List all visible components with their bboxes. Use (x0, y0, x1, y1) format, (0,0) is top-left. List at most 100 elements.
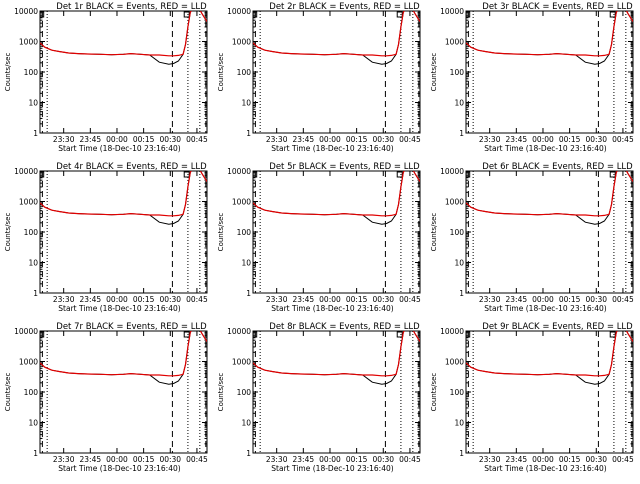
x-tick-label: 23:30 (53, 135, 75, 144)
x-tick-label: 23:45 (293, 135, 315, 144)
x-tick-label: 23:45 (506, 295, 528, 304)
x-tick-label: 00:15 (559, 135, 581, 144)
x-tick-label: 23:45 (80, 295, 102, 304)
y-tick-label: 10000 (14, 327, 38, 336)
y-tick-label: 100 (24, 68, 39, 77)
plot-frame (465, 330, 634, 454)
plot-frame (39, 10, 208, 134)
marker-box (253, 171, 258, 178)
y-tick-label: 10 (454, 259, 464, 268)
x-tick-label: 00:30 (585, 455, 607, 464)
x-axis-label: Start Time (18-Dec-10 23:16:40) (484, 304, 606, 313)
y-tick-label: 100 (237, 228, 252, 237)
y-tick-label: 1000 (232, 38, 251, 47)
chart-panel-3: Det 3r BLACK = Events, RED = LLD 1 10 100 10… (430, 2, 634, 153)
events-series-line (253, 331, 420, 385)
y-axis-label: Counts/sec (4, 53, 12, 92)
x-tick-label: 00:15 (346, 135, 368, 144)
y-tick-label: 1000 (445, 358, 464, 367)
y-tick-label: 1 (33, 449, 38, 458)
x-tick-label: 00:30 (585, 135, 607, 144)
y-tick-label: 10000 (227, 327, 251, 336)
marker-box (183, 331, 190, 338)
events-series-line (466, 171, 633, 225)
x-tick-label: 00:00 (532, 455, 554, 464)
plot-frame (465, 170, 634, 294)
y-tick-label: 10 (28, 259, 38, 268)
y-tick-label: 10000 (14, 167, 38, 176)
x-tick-label: 00:30 (372, 455, 394, 464)
x-axis-label: Start Time (18-Dec-10 23:16:40) (58, 464, 180, 473)
plot-frame (39, 330, 208, 454)
x-tick-label: 00:45 (612, 295, 634, 304)
x-tick-label: 23:45 (293, 295, 315, 304)
x-tick-label: 23:30 (266, 295, 288, 304)
plot-frame (252, 10, 421, 134)
x-tick-label: 00:00 (319, 135, 341, 144)
marker-box (466, 11, 471, 18)
x-axis-label: Start Time (18-Dec-10 23:16:40) (484, 144, 606, 153)
x-tick-label: 00:00 (532, 135, 554, 144)
x-axis-label: Start Time (18-Dec-10 23:16:40) (484, 464, 606, 473)
x-tick-label: 00:00 (532, 295, 554, 304)
x-tick-label: 23:45 (506, 135, 528, 144)
x-tick-label: 00:15 (559, 455, 581, 464)
lld-series-line (253, 171, 420, 217)
y-tick-label: 100 (24, 388, 39, 397)
y-tick-label: 10000 (440, 167, 464, 176)
marker-box (396, 11, 403, 18)
chart-panel-6: Det 6r BLACK = Events, RED = LLD 1 10 100 10… (430, 162, 634, 313)
plot-area (40, 331, 207, 453)
events-series-line (253, 171, 420, 225)
chart-title: Det 4r BLACK = Events, RED = LLD (56, 162, 207, 172)
x-tick-label: 00:30 (159, 455, 181, 464)
chart-panel-5: Det 5r BLACK = Events, RED = LLD 1 10 100 10… (217, 162, 421, 313)
plot-area (466, 171, 633, 293)
x-axis-label: Start Time (18-Dec-10 23:16:40) (58, 144, 180, 153)
x-tick-label: 23:30 (53, 455, 75, 464)
chart-title: Det 2r BLACK = Events, RED = LLD (269, 2, 420, 12)
plot-frame (252, 170, 421, 294)
y-tick-label: 10000 (440, 7, 464, 16)
plot-area (466, 331, 633, 453)
y-axis-label: Counts/sec (4, 213, 12, 252)
chart-title: Det 6r BLACK = Events, RED = LLD (482, 162, 633, 172)
marker-box (466, 331, 471, 338)
y-axis-label: Counts/sec (217, 53, 225, 92)
x-tick-label: 23:30 (479, 455, 501, 464)
lld-series-line (40, 331, 207, 377)
marker-box (40, 171, 45, 178)
events-series-line (40, 171, 207, 225)
y-tick-label: 10 (241, 259, 251, 268)
marker-box (253, 331, 258, 338)
x-axis-label: Start Time (18-Dec-10 23:16:40) (271, 144, 393, 153)
marker-box (183, 11, 190, 18)
chart-title: Det 9r BLACK = Events, RED = LLD (482, 322, 633, 332)
x-tick-label: 23:45 (80, 455, 102, 464)
x-tick-label: 00:45 (399, 135, 421, 144)
y-tick-label: 10000 (14, 7, 38, 16)
chart-panel-2: Det 2r BLACK = Events, RED = LLD 1 10 100 10… (217, 2, 421, 153)
x-tick-label: 00:00 (106, 135, 128, 144)
y-tick-label: 10 (28, 99, 38, 108)
y-tick-label: 10 (241, 419, 251, 428)
x-tick-label: 00:00 (319, 295, 341, 304)
y-axis-label: Counts/sec (217, 213, 225, 252)
x-tick-label: 00:45 (399, 295, 421, 304)
x-tick-label: 00:45 (186, 295, 208, 304)
y-tick-label: 1 (459, 289, 464, 298)
x-axis-label: Start Time (18-Dec-10 23:16:40) (271, 304, 393, 313)
y-tick-label: 10 (454, 99, 464, 108)
x-tick-label: 23:45 (506, 455, 528, 464)
marker-box (609, 11, 616, 18)
x-tick-label: 00:30 (159, 135, 181, 144)
lld-series-line (466, 331, 633, 377)
x-axis-label: Start Time (18-Dec-10 23:16:40) (58, 304, 180, 313)
x-tick-label: 23:30 (53, 295, 75, 304)
lld-series-line (253, 331, 420, 377)
plot-area (466, 11, 633, 133)
x-tick-label: 23:45 (80, 135, 102, 144)
marker-box (466, 171, 471, 178)
